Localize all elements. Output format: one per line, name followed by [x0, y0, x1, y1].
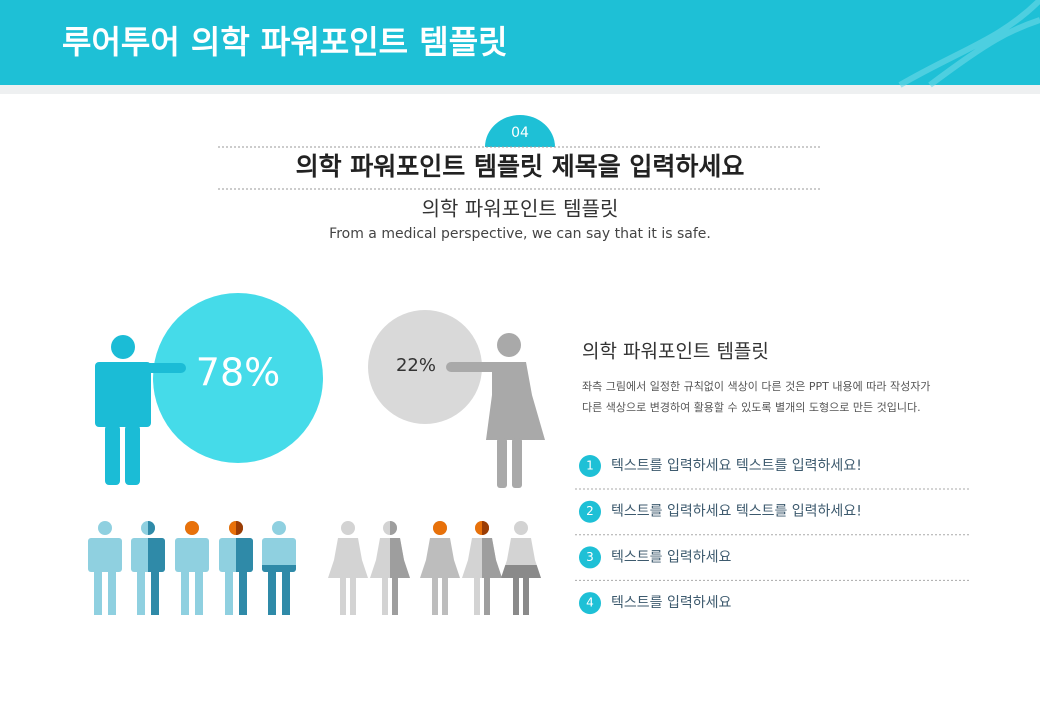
section-number: 04	[511, 125, 529, 141]
small-female	[462, 521, 502, 615]
panel-body: 다른 색상으로 변경하여 활용할 수 있도록 별개의 도형으로 만든 것입니다.	[582, 400, 921, 414]
item-number: 2	[586, 504, 594, 518]
small-male	[88, 521, 122, 615]
item-text: 텍스트를 입력하세요 텍스트를 입력하세요!	[611, 458, 862, 474]
item-badge	[579, 455, 601, 477]
header-title: 루어투어 의학 파워포인트 템플릿	[62, 23, 508, 61]
item-number: 3	[586, 550, 594, 564]
male-circle	[153, 293, 323, 463]
item-number: 1	[586, 459, 594, 473]
male-figure	[95, 335, 186, 485]
header-bar	[0, 0, 1040, 85]
item-text: 텍스트를 입력하세요	[611, 549, 731, 565]
section-subtitle: 의학 파워포인트 템플릿	[422, 197, 619, 221]
male-percent: 78%	[196, 351, 280, 395]
small-female	[370, 521, 410, 615]
item-badge	[579, 500, 601, 523]
panel-title: 의학 파워포인트 템플릿	[582, 341, 769, 363]
small-male	[262, 521, 296, 615]
small-female	[328, 521, 368, 615]
item-number: 4	[586, 596, 594, 610]
header-strip	[0, 85, 1040, 94]
section-description: From a medical perspective, we can say t…	[329, 226, 711, 242]
small-male	[219, 521, 253, 615]
small-male	[175, 521, 209, 615]
item-text: 텍스트를 입력하세요 텍스트를 입력하세요!	[611, 504, 862, 520]
item-badge	[579, 546, 601, 569]
item-text: 텍스트를 입력하세요	[611, 595, 731, 611]
item-badge	[579, 592, 601, 615]
panel-body: 좌측 그림에서 일정한 규칙없이 색상이 다른 것은 PPT 내용에 따라 작성…	[582, 379, 930, 393]
section-title: 의학 파워포인트 템플릿 제목을 입력하세요	[296, 152, 745, 181]
small-male	[131, 521, 165, 615]
section-badge	[485, 115, 555, 147]
female-circle	[368, 310, 482, 424]
item-list: 1 텍스트를 입력하세요 텍스트를 입력하세요! 2 텍스트를 입력하세요 텍스트를 …	[575, 455, 970, 615]
small-female	[420, 521, 460, 615]
small-female	[501, 521, 541, 615]
female-percent: 22%	[396, 355, 436, 376]
dna-decor	[898, 0, 1040, 88]
female-figure	[446, 333, 545, 488]
